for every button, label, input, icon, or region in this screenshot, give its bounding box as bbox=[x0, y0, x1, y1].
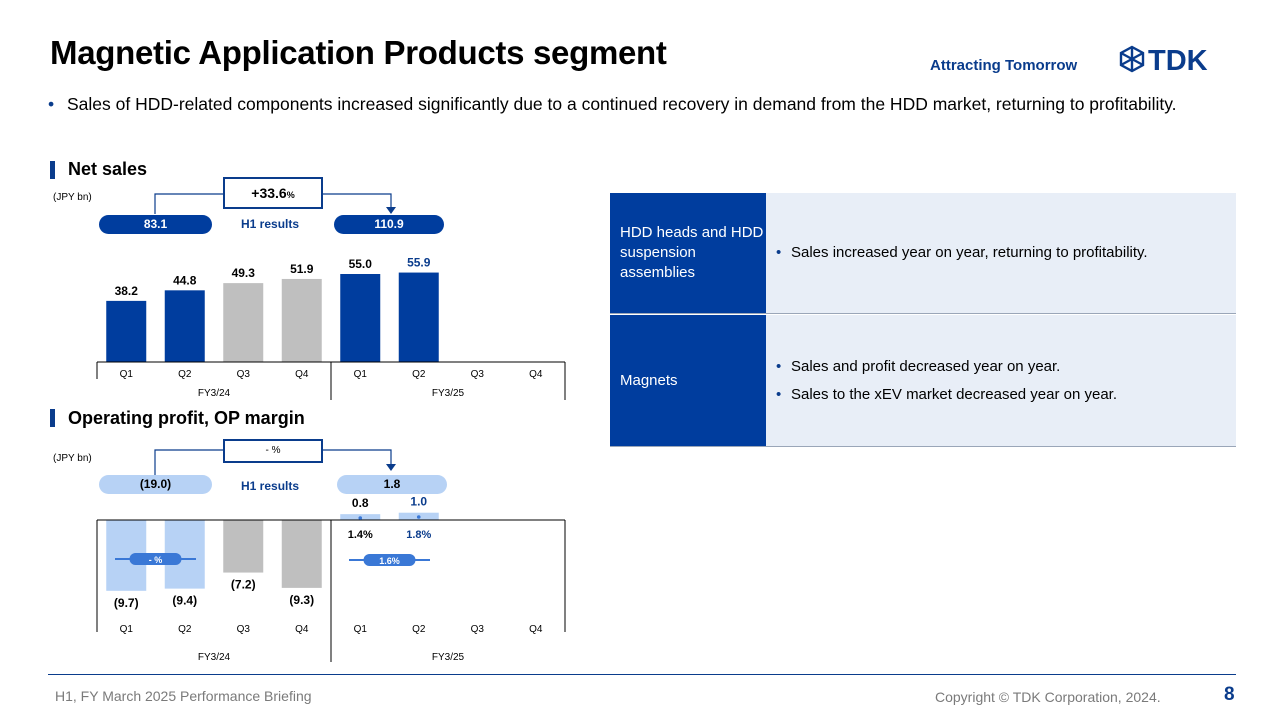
tdk-logo-text: TDK bbox=[1148, 45, 1208, 74]
net-sales-connector bbox=[154, 193, 396, 214]
op-profit-heading: Operating profit, OP margin bbox=[68, 408, 305, 428]
x-tick-label: Q2 bbox=[412, 369, 426, 380]
x-tick-label: Q4 bbox=[529, 369, 543, 380]
bullet-dot: • bbox=[48, 94, 55, 114]
table-row-item: Sales to the xEV market decreased year o… bbox=[776, 385, 1236, 405]
table-row-body: Sales increased year on year, returning … bbox=[766, 193, 1236, 313]
x-tick-label: Q4 bbox=[529, 624, 543, 635]
x-tick-label: Q1 bbox=[354, 624, 368, 635]
group-label: FY3/25 bbox=[432, 652, 465, 663]
bar-value-label: (9.3) bbox=[289, 593, 314, 607]
section-marker bbox=[50, 409, 55, 427]
net-sales-curr-h1-pill: 110.9 bbox=[334, 215, 444, 234]
net-sales-chart: 38.2 Q1 44.8 Q2 49.3 Q3 51.9 Q4 55.0 Q1 55.9 Q2 Q3 Q4… bbox=[96, 256, 566, 400]
net-sales-unit: (JPY bn) bbox=[53, 192, 92, 203]
x-tick-label: Q3 bbox=[471, 369, 485, 380]
op-margin-label: 1.8% bbox=[406, 529, 431, 541]
table-row-label: HDD heads and HDD suspension assemblies bbox=[610, 193, 766, 313]
net-sales-growth-value: +33.6 bbox=[251, 185, 287, 201]
net-sales-prev-h1-pill: 83.1 bbox=[99, 215, 212, 234]
table-row-item: Sales increased year on year, returning … bbox=[776, 243, 1236, 263]
bar bbox=[281, 278, 322, 362]
page-number: 8 bbox=[1224, 684, 1235, 705]
bar bbox=[340, 274, 381, 362]
x-tick-label: Q4 bbox=[295, 369, 309, 380]
bar bbox=[106, 300, 147, 362]
footer-title: H1, FY March 2025 Performance Briefing bbox=[55, 688, 312, 704]
net-sales-h1-label: H1 results bbox=[241, 217, 300, 231]
op-profit-curr-h1-pill: 1.8 bbox=[337, 475, 447, 494]
op-profit-connector bbox=[154, 449, 396, 475]
x-tick-label: Q4 bbox=[295, 624, 309, 635]
op-margin-point bbox=[416, 515, 421, 519]
tagline: Attracting Tomorrow bbox=[930, 57, 1078, 74]
op-margin-label: 1.4% bbox=[348, 529, 373, 541]
net-sales-heading: Net sales bbox=[68, 159, 148, 179]
op-profit-growth-box: - % bbox=[223, 439, 323, 463]
page-title: Magnetic Application Products segment bbox=[50, 34, 667, 71]
x-tick-label: Q3 bbox=[237, 369, 251, 380]
x-tick-label: Q1 bbox=[354, 369, 368, 380]
bar-value-label: (9.7) bbox=[114, 596, 139, 610]
section-marker bbox=[50, 161, 55, 179]
op-profit-h1-label: H1 results bbox=[241, 479, 300, 493]
bar-value-label: 44.8 bbox=[173, 273, 197, 287]
bar-value-label: 55.9 bbox=[407, 256, 431, 270]
net-sales-growth-unit: % bbox=[286, 190, 295, 200]
footer-divider bbox=[48, 674, 1236, 675]
x-tick-label: Q3 bbox=[471, 624, 485, 635]
bar-value-label: (9.4) bbox=[172, 594, 197, 608]
x-tick-label: Q2 bbox=[178, 624, 192, 635]
bar-value-label: 55.0 bbox=[349, 257, 373, 271]
table-row: HDD heads and HDD suspension assemblies … bbox=[610, 193, 1236, 314]
x-tick-label: Q1 bbox=[120, 369, 134, 380]
footer-copyright: Copyright © TDK Corporation, 2024. bbox=[935, 689, 1161, 705]
group-label: FY3/24 bbox=[198, 652, 231, 663]
table-row-label: Magnets bbox=[610, 315, 766, 446]
x-tick-label: Q2 bbox=[178, 369, 192, 380]
op-profit-unit: (JPY bn) bbox=[53, 453, 92, 464]
summary-bullet: • Sales of HDD-related components increa… bbox=[48, 92, 1208, 116]
group-label: FY3/25 bbox=[432, 388, 465, 399]
summary-text: Sales of HDD-related components increase… bbox=[67, 94, 1177, 114]
curr-margin-badge bbox=[363, 554, 416, 566]
x-tick-label: Q1 bbox=[120, 624, 134, 635]
op-profit-growth-value: - % bbox=[265, 445, 281, 456]
op-profit-chart: (9.7) Q1 (9.4) Q2 (7.2) Q3 (9.3) Q4 0.8 1.4% Q1 1.0… bbox=[96, 495, 566, 663]
x-tick-label: Q2 bbox=[412, 624, 426, 635]
bar bbox=[223, 283, 264, 362]
table-row-body: Sales and profit decreased year on year.… bbox=[766, 315, 1236, 446]
bar-value-label: 51.9 bbox=[290, 262, 314, 276]
bar bbox=[223, 520, 264, 573]
x-tick-label: Q3 bbox=[237, 624, 251, 635]
prev-margin-badge-text: - % bbox=[149, 555, 163, 565]
bar bbox=[398, 272, 439, 362]
tdk-logo: TDK bbox=[1119, 45, 1208, 74]
bar-value-label: 0.8 bbox=[352, 496, 369, 510]
table-row-item: Sales and profit decreased year on year. bbox=[776, 357, 1236, 377]
curr-margin-badge-text: 1.6% bbox=[379, 556, 400, 566]
op-margin-point bbox=[358, 516, 363, 520]
net-sales-growth-box: +33.6% bbox=[223, 177, 323, 209]
group-label: FY3/24 bbox=[198, 388, 231, 399]
bar-value-label: (7.2) bbox=[231, 578, 256, 592]
prev-margin-badge bbox=[129, 553, 182, 565]
tdk-logo-mark-icon bbox=[1119, 45, 1145, 73]
op-profit-prev-h1-pill: (19.0) bbox=[99, 475, 212, 494]
bar-value-label: 49.3 bbox=[232, 266, 256, 280]
bar bbox=[281, 520, 322, 588]
table-row: Magnets Sales and profit decreased year … bbox=[610, 315, 1236, 447]
bar-value-label: 38.2 bbox=[115, 284, 139, 298]
bar bbox=[164, 290, 205, 362]
bar-value-label: 1.0 bbox=[410, 495, 427, 509]
